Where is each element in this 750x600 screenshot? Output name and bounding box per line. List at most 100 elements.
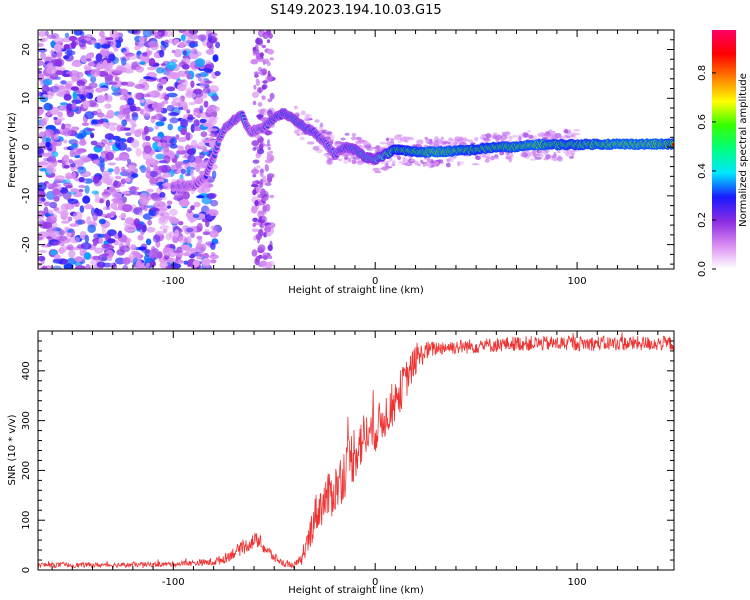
heatmap-cell — [85, 263, 91, 269]
heatmap-cell — [208, 85, 219, 94]
heatmap-cell — [84, 252, 91, 260]
heatmap-cell — [104, 103, 112, 109]
heatmap-cell — [357, 139, 365, 143]
heatmap-cell — [99, 30, 105, 38]
heatmap-cell — [518, 136, 522, 142]
heatmap-cell — [96, 62, 102, 71]
heatmap-cell — [253, 74, 260, 78]
heatmap-cell — [160, 78, 167, 85]
heatmap-cell — [46, 147, 53, 151]
heatmap-cell — [124, 228, 136, 232]
heatmap-cell — [79, 85, 84, 93]
heatmap-cell — [38, 73, 45, 82]
heatmap-cell — [330, 139, 335, 142]
heatmap-cell — [390, 138, 395, 144]
heatmap-cell — [127, 97, 135, 106]
heatmap-cell — [526, 130, 531, 133]
heatmap-cell — [72, 211, 83, 221]
heatmap-cell — [251, 249, 258, 257]
heatmap-cell — [106, 238, 116, 244]
heatmap-cell — [325, 131, 333, 135]
heatmap-cell — [38, 60, 44, 67]
heatmap-cell — [537, 135, 545, 137]
heatmap-cell — [429, 158, 434, 165]
heatmap-cell — [263, 58, 270, 64]
heatmap-cell — [107, 168, 114, 173]
heatmap-cell — [121, 57, 127, 66]
heatmap-cell — [122, 107, 131, 115]
heatmap-cell — [177, 145, 185, 152]
heatmap-cell — [38, 199, 42, 205]
heatmap-cell — [253, 71, 260, 75]
heatmap-cell — [104, 144, 111, 153]
colorbar-label: Normalized spectral amplitude — [738, 73, 749, 227]
heatmap-cell — [508, 135, 513, 140]
heatmap-cell — [106, 213, 112, 219]
heatmap-cell — [186, 236, 192, 245]
heatmap-cell — [167, 92, 178, 98]
heatmap-cell — [92, 119, 101, 125]
heatmap-cell — [38, 70, 43, 74]
heatmap-cell — [95, 142, 106, 149]
heatmap-cell — [327, 157, 332, 164]
heatmap-cell — [210, 116, 219, 120]
heatmap-cell — [174, 229, 180, 238]
heatmap-cell — [71, 40, 76, 49]
heatmap-cell — [127, 165, 137, 171]
heatmap-cell — [121, 119, 128, 127]
heatmap-cell — [180, 168, 186, 175]
heatmap-cell — [300, 110, 306, 116]
snr-frame — [37, 330, 675, 571]
heatmap-cell — [142, 52, 148, 57]
heatmap-cell — [269, 240, 273, 249]
heatmap-cell — [88, 265, 100, 269]
heatmap-cell — [671, 142, 674, 147]
heatmap-cell — [264, 226, 272, 233]
heatmap-cell — [143, 145, 152, 154]
heatmap-cell — [252, 100, 257, 106]
heatmap-cell — [138, 211, 143, 216]
heatmap-cell — [258, 87, 262, 94]
heatmap-cell — [471, 163, 480, 166]
heatmap-cell — [63, 263, 74, 269]
heatmap-cell — [87, 153, 95, 159]
heatmap-cell — [210, 225, 218, 231]
heatmap-cell — [424, 157, 428, 160]
heatmap-cell — [167, 257, 176, 264]
colorbar-tick-label: 0.2 — [697, 212, 708, 228]
heatmap-cell — [167, 205, 172, 209]
heatmap-cell — [251, 228, 260, 233]
heatmap-cell — [146, 66, 157, 71]
heatmap-cell — [147, 128, 153, 132]
heatmap-cell — [314, 119, 320, 123]
heatmap-cell — [256, 37, 260, 45]
heatmap-cell — [170, 138, 176, 143]
heatmap-cell — [49, 201, 58, 209]
heatmap-cell — [252, 217, 258, 222]
heatmap-cell — [163, 178, 169, 184]
heatmap-cell — [296, 133, 300, 136]
heatmap-cell — [70, 188, 79, 193]
heatmap-cell — [94, 247, 104, 254]
heatmap-cell — [154, 200, 161, 205]
colorbar-tick-label: 0.0 — [697, 261, 708, 277]
heatmap-cell — [264, 130, 272, 136]
heatmap-cell — [71, 61, 82, 67]
snr-y-axis-label: SNR (10 * v/v) — [7, 414, 18, 485]
heatmap-cell — [149, 157, 156, 164]
heatmap-cell — [531, 149, 537, 155]
heatmap-cell — [209, 230, 219, 238]
heatmap-cell — [196, 242, 202, 249]
heatmap-cell — [54, 210, 64, 214]
heatmap-cell — [59, 105, 64, 110]
heatmap-cell — [121, 204, 133, 213]
heatmap-cell — [176, 149, 188, 155]
heatmap-cell — [457, 161, 461, 167]
heatmap-cell — [206, 194, 216, 200]
spectrogram-frame — [37, 29, 675, 270]
heatmap-cell — [63, 44, 70, 50]
heatmap-cell — [156, 251, 163, 259]
heatmap-cell — [50, 249, 58, 256]
heatmap-cell — [66, 257, 77, 265]
heatmap-cell — [38, 131, 46, 140]
